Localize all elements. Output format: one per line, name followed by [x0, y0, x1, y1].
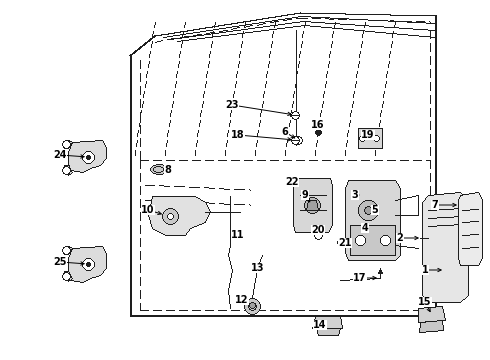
- Text: 25: 25: [53, 257, 67, 267]
- Text: 6: 6: [282, 127, 289, 137]
- Text: 19: 19: [361, 130, 375, 140]
- Text: 4: 4: [362, 223, 368, 233]
- Text: 18: 18: [231, 130, 245, 140]
- Text: 24: 24: [53, 150, 67, 160]
- Text: 13: 13: [251, 263, 265, 273]
- Text: 22: 22: [285, 177, 299, 187]
- Text: 23: 23: [225, 100, 239, 110]
- Text: 14: 14: [313, 320, 327, 330]
- Text: 20: 20: [311, 225, 325, 235]
- Text: 9: 9: [302, 190, 308, 200]
- Text: 5: 5: [371, 205, 378, 215]
- Text: 8: 8: [165, 165, 172, 175]
- Text: 15: 15: [418, 297, 432, 307]
- Text: 1: 1: [421, 265, 428, 275]
- Text: 10: 10: [141, 205, 155, 215]
- Text: 11: 11: [231, 230, 245, 240]
- Text: 21: 21: [338, 238, 352, 248]
- Text: 16: 16: [311, 120, 325, 130]
- Text: 12: 12: [235, 295, 249, 305]
- Text: 7: 7: [432, 200, 439, 210]
- Text: 2: 2: [396, 233, 403, 243]
- Text: 3: 3: [352, 190, 358, 200]
- Text: 17: 17: [353, 273, 367, 283]
